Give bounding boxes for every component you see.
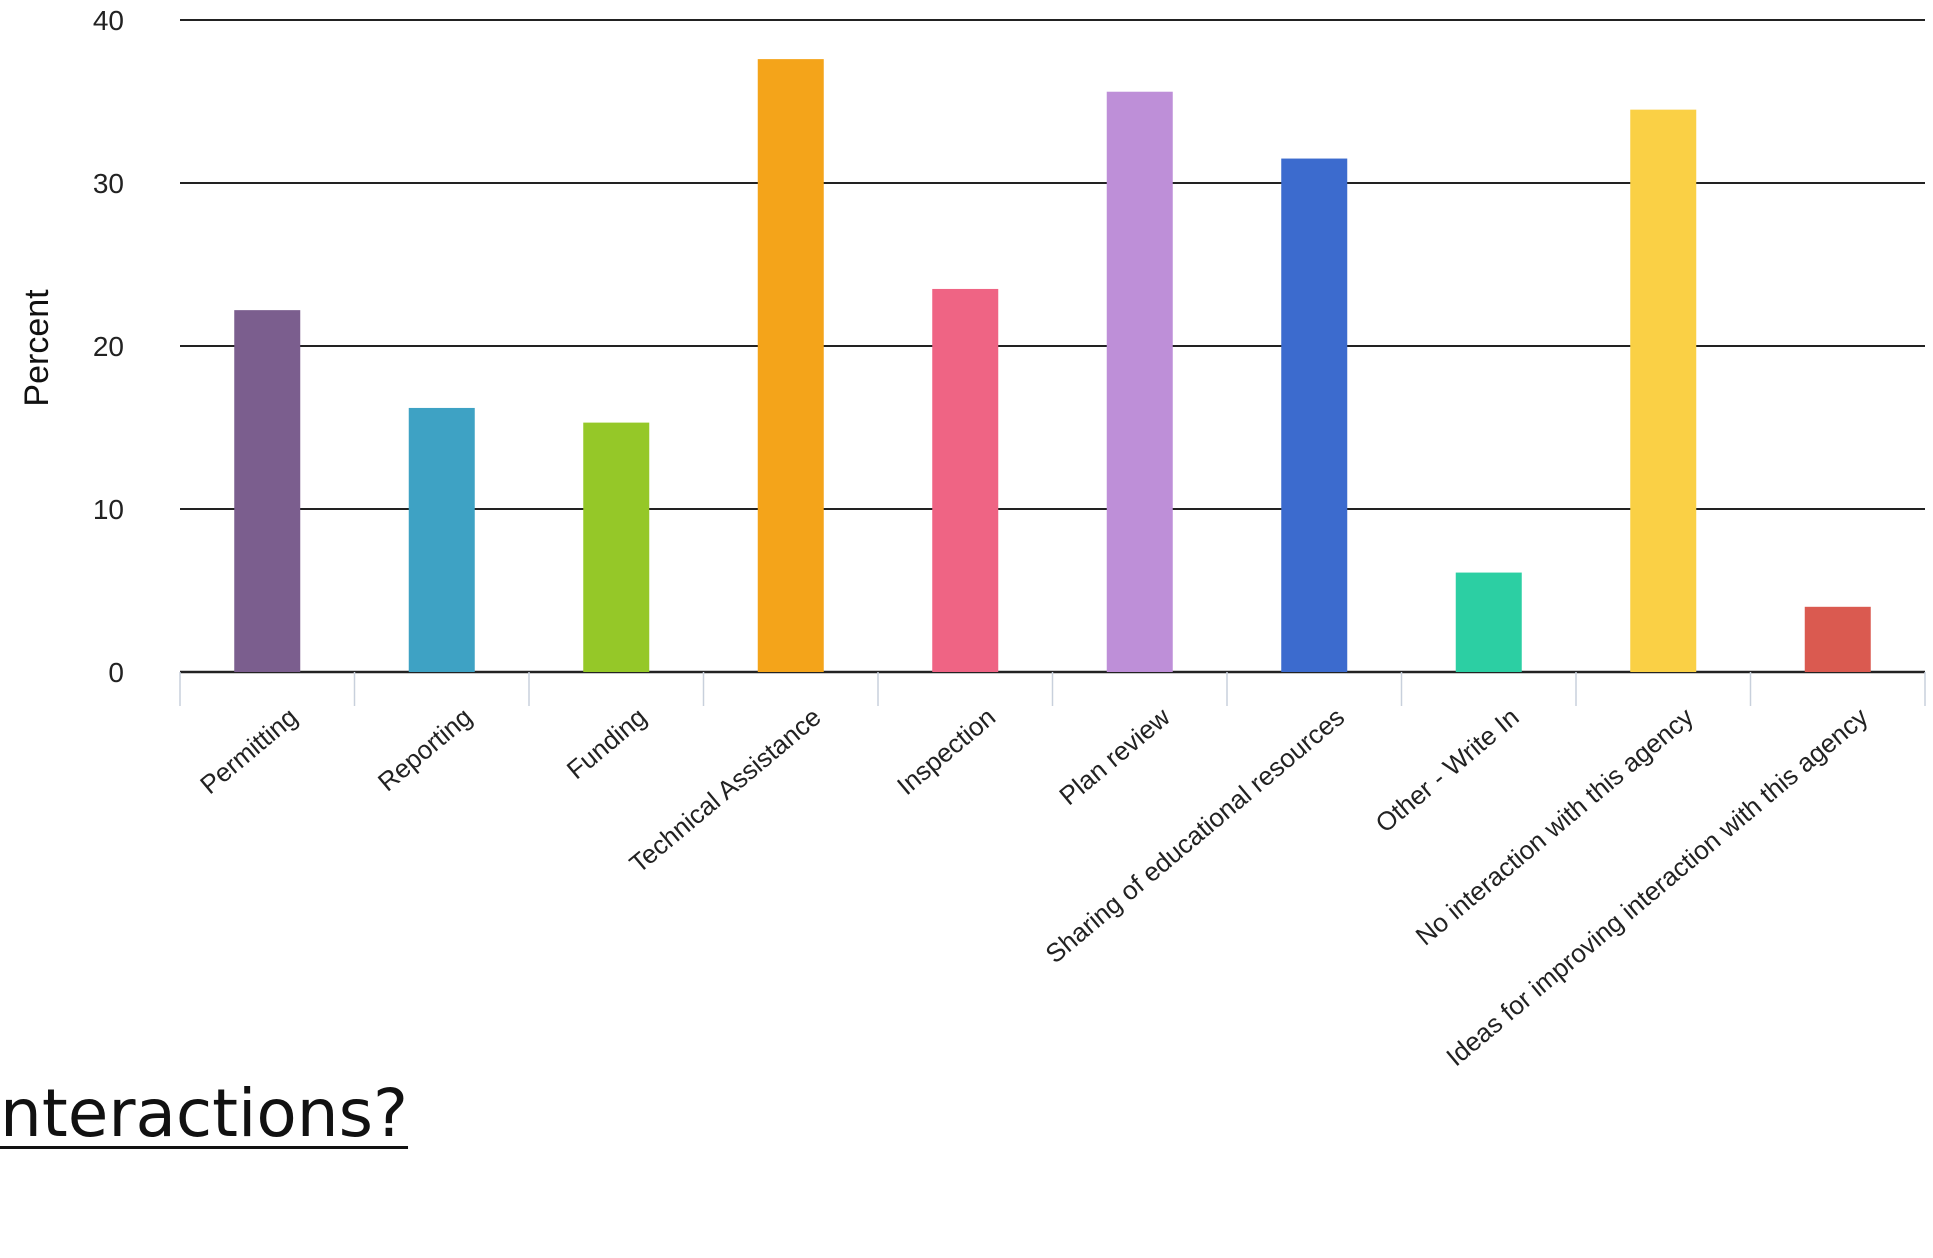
question-title-fragment: nteractions? bbox=[0, 1075, 409, 1152]
y-tick-label-0: 0 bbox=[108, 657, 124, 688]
x-category-label: Permitting bbox=[194, 702, 303, 800]
bar-technical-assistance bbox=[757, 59, 824, 673]
bar-plan-review bbox=[1106, 91, 1173, 673]
bars bbox=[234, 59, 1871, 673]
x-category-label: Technical Assistance bbox=[624, 702, 827, 879]
bar-reporting bbox=[408, 407, 475, 672]
y-axis-ticks: 0 10 20 30 40 bbox=[93, 5, 124, 688]
bar-sharing-of-educational-resources bbox=[1281, 158, 1348, 673]
x-category-label: Other - Write In bbox=[1370, 702, 1525, 839]
y-axis-title: Percent bbox=[18, 289, 56, 407]
x-category-label: Funding bbox=[561, 702, 652, 785]
x-category-label: Plan review bbox=[1053, 701, 1175, 811]
bar-other-write-in bbox=[1455, 572, 1522, 672]
x-axis bbox=[179, 672, 1926, 706]
x-category-label: Sharing of educational resources bbox=[1040, 702, 1350, 969]
y-tick-label-30: 30 bbox=[93, 168, 124, 199]
y-tick-label-40: 40 bbox=[93, 5, 124, 36]
y-tick-label-20: 20 bbox=[93, 331, 124, 362]
bar-no-interaction-with-this-agency bbox=[1630, 109, 1697, 672]
bar-ideas-for-improving-interaction-with-this-agency bbox=[1804, 606, 1871, 672]
bar-inspection bbox=[932, 288, 999, 672]
x-category-label: Reporting bbox=[372, 702, 478, 797]
x-category-label: Inspection bbox=[891, 702, 1001, 801]
bar-funding bbox=[583, 422, 650, 672]
bar-permitting bbox=[234, 310, 301, 672]
x-category-label: No interaction with this agency bbox=[1410, 702, 1699, 952]
y-tick-label-10: 10 bbox=[93, 494, 124, 525]
